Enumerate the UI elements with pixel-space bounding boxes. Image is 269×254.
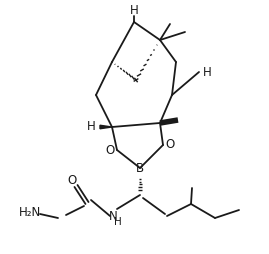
Text: H₂N: H₂N bbox=[19, 205, 41, 218]
Text: O: O bbox=[67, 174, 77, 187]
Text: H: H bbox=[203, 66, 211, 78]
Text: H: H bbox=[130, 4, 138, 17]
Text: N: N bbox=[109, 211, 117, 224]
Text: H: H bbox=[114, 217, 122, 227]
Text: B: B bbox=[136, 162, 144, 174]
Text: O: O bbox=[105, 144, 115, 156]
Text: O: O bbox=[165, 138, 175, 151]
Polygon shape bbox=[100, 125, 112, 129]
Text: H: H bbox=[87, 120, 96, 134]
